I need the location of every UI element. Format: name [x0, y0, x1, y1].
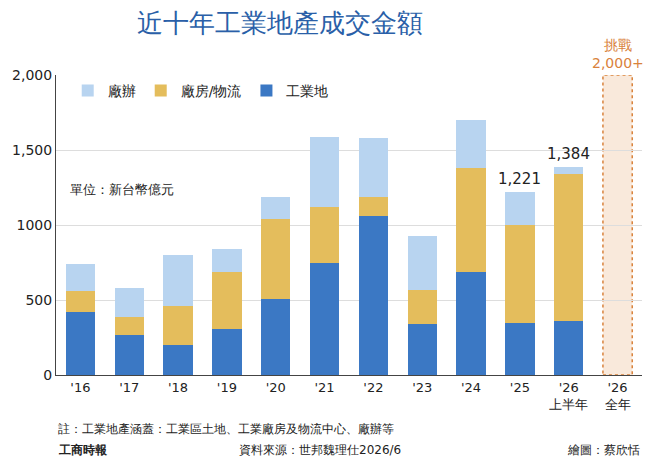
svg-text:2,000: 2,000 [12, 67, 52, 83]
svg-text:'22: '22 [363, 380, 383, 395]
svg-text:500: 500 [25, 292, 52, 308]
svg-text:註：工業地產涵蓋：工業區土地、工業廠房及物流中心、廠辦等: 註：工業地產涵蓋：工業區土地、工業廠房及物流中心、廠辦等 [58, 422, 394, 436]
svg-text:'25: '25 [510, 380, 530, 395]
svg-text:廠辦: 廠辦 [108, 83, 136, 99]
svg-text:工商時報: 工商時報 [58, 443, 108, 457]
svg-text:1,500: 1,500 [12, 142, 52, 158]
svg-text:單位：新台幣億元: 單位：新台幣億元 [70, 182, 174, 197]
svg-text:'21: '21 [315, 380, 335, 395]
svg-text:'17: '17 [119, 380, 139, 395]
svg-text:1,384: 1,384 [547, 145, 590, 163]
svg-text:廠房/物流: 廠房/物流 [181, 83, 242, 99]
svg-text:'16: '16 [70, 380, 90, 395]
svg-text:繪圖：蔡欣恬: 繪圖：蔡欣恬 [567, 443, 640, 457]
svg-text:'19: '19 [217, 380, 237, 395]
svg-text:'18: '18 [168, 380, 188, 395]
svg-text:'26上半年: '26上半年 [549, 380, 588, 412]
svg-text:0: 0 [43, 367, 52, 383]
svg-text:1000: 1000 [17, 217, 53, 233]
svg-text:資料來源：世邦魏理仕2026/6: 資料來源：世邦魏理仕2026/6 [239, 443, 401, 457]
svg-text:1,221: 1,221 [498, 170, 541, 188]
svg-text:近十年工業地產成交金額: 近十年工業地產成交金額 [137, 8, 423, 38]
svg-text:挑戰2,000+: 挑戰2,000+ [592, 37, 644, 71]
svg-text:'20: '20 [266, 380, 286, 395]
svg-text:'24: '24 [461, 380, 481, 395]
svg-text:'26全年: '26全年 [605, 380, 631, 412]
svg-text:'23: '23 [412, 380, 432, 395]
svg-text:工業地: 工業地 [286, 83, 328, 99]
